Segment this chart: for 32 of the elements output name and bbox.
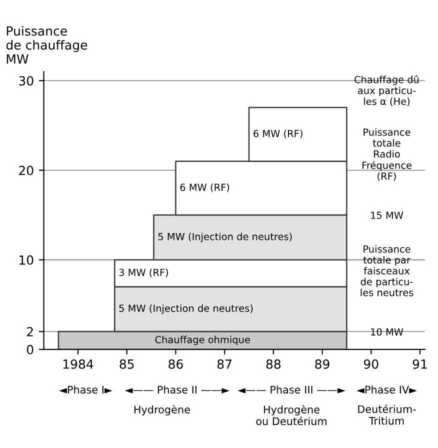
text: ◄Phase IV► <box>356 386 418 394</box>
x-tick-label: 90 <box>364 359 378 369</box>
annotation: 10 MW <box>371 328 404 336</box>
y-tick-label: 20 <box>19 166 34 176</box>
text: ◄Phase I► <box>58 386 112 394</box>
data-label: 5 MW (Injection de neutres) <box>119 304 253 314</box>
x-tick-label: 86 <box>168 359 183 369</box>
data-label: 3 MW (RF) <box>119 268 168 278</box>
text: Hydrogène <box>134 404 190 416</box>
x-tick-label: 89 <box>315 359 330 369</box>
y-tick-label: 2 <box>27 326 33 336</box>
series-label: Chauffage ohmique <box>155 336 250 346</box>
y-tick-label: 10 <box>20 255 34 265</box>
annotation: Puissance totale par faisceaux de particu- les neutres <box>360 245 414 296</box>
text: ◄—— Phase III ——► <box>238 386 346 394</box>
x-tick-label: 85 <box>120 359 134 369</box>
x-tick-label: 91 <box>412 359 427 369</box>
x-tick-label: 1984 <box>63 359 94 369</box>
data-label: 6 MW (RF) <box>254 130 302 138</box>
x-tick-label: 87 <box>217 359 232 369</box>
y-axis-title: Puissance de chauffage MW <box>6 26 88 64</box>
annotation: Chauffage dû aux particu- les α (He) <box>354 75 419 106</box>
x-tick-label: 88 <box>266 359 281 369</box>
data-label: 5 MW (Injection de neutres) <box>158 232 292 242</box>
y-tick-label: 30 <box>19 76 34 86</box>
data-label: 6 MW (RF) <box>180 183 230 192</box>
annotation: Puissance totale Radio Fréquence (RF) <box>362 128 412 181</box>
annotation: 15 MW <box>371 212 404 219</box>
y-tick-label: 0 <box>26 344 34 354</box>
text: Hydrogène ou Deutérium <box>256 404 326 426</box>
text: ◄—— Phase II ——► <box>124 386 230 394</box>
text: Deutérium- Tritium <box>358 404 416 425</box>
